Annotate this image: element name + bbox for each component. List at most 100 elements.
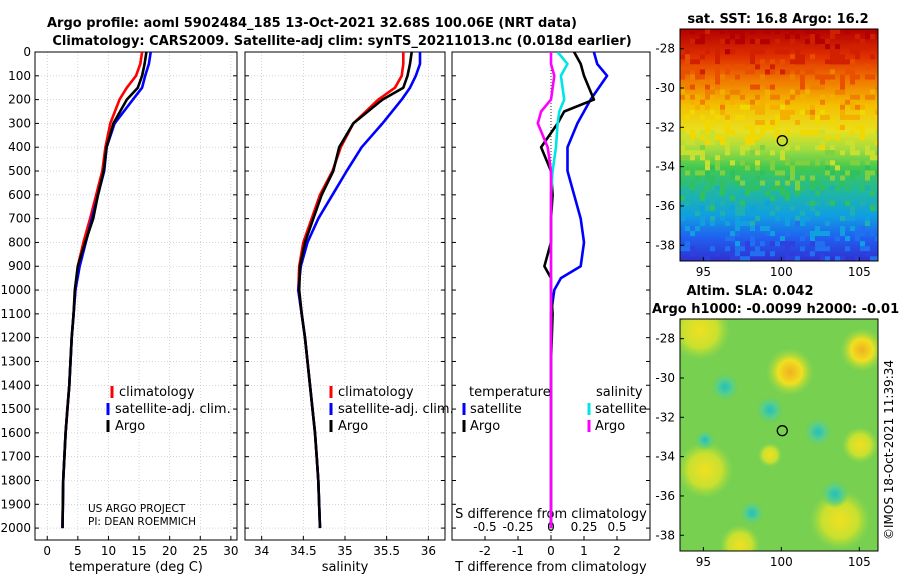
- legend-satellite-label: satellite-adj. clim.: [338, 402, 454, 417]
- x-tick-label: 34: [254, 544, 269, 558]
- y-tick-label: 800: [8, 235, 31, 249]
- legend-temperature-header: temperature: [469, 385, 551, 400]
- x-axis-label: T difference from climatology: [454, 560, 647, 575]
- legend-climatology-label: climatology: [338, 385, 414, 400]
- y-tick-label: 1700: [0, 450, 31, 464]
- sst-map-axes: -28 -30 -32 -34 -36 -38 95 100 105: [655, 42, 870, 279]
- x-tick-label: 5: [74, 544, 82, 558]
- y-tick-label: 1000: [0, 283, 31, 297]
- x-tick-label: -1: [512, 544, 524, 558]
- top-x-tick-label: 0.25: [571, 520, 598, 534]
- y-tick-label: 200: [8, 93, 31, 107]
- sla-argo-position-marker: [776, 425, 788, 437]
- map-lat-tick-label: -30: [655, 81, 675, 95]
- x-tick-label: 2: [613, 544, 621, 558]
- x-tick-label: 10: [101, 544, 116, 558]
- y-tick-label: 900: [8, 259, 31, 273]
- x-tick-label: 0: [547, 544, 555, 558]
- figure-title-line2: Climatology: CARS2009. Satellite-adj cli…: [52, 34, 631, 49]
- x-tick-label: 25: [193, 544, 208, 558]
- x-axis-label: temperature (deg C): [69, 560, 203, 575]
- credit-line2: PI: DEAN ROEMMICH: [88, 516, 196, 528]
- top-x-tick-label: -0.25: [502, 520, 533, 534]
- y-tick-label: 1900: [0, 497, 31, 511]
- timestamp: ©IMOS 18-Oct-2021 11:39:34: [882, 360, 896, 540]
- y-tick-label: 0: [23, 45, 31, 59]
- map-lon-tick-label: 95: [696, 555, 711, 569]
- y-tick-label: 100: [8, 69, 31, 83]
- y-tick-label: 2000: [0, 521, 31, 535]
- map-lat-tick-label: -32: [655, 410, 675, 424]
- sla-map-frame: [679, 318, 879, 552]
- y-tick-label: 300: [8, 116, 31, 130]
- map-lon-tick-label: 95: [696, 265, 711, 279]
- legend-s-satellite-label: satellite: [595, 402, 647, 417]
- series-line-temperature-argo: [539, 52, 596, 529]
- legend-t-argo-label: Argo: [470, 419, 500, 434]
- map-lat-tick-label: -28: [655, 42, 675, 56]
- y-tick-label: 1800: [0, 473, 31, 487]
- y-tick-label: 500: [8, 164, 31, 178]
- sla-map-subtitle: Argo h1000: -0.0099 h2000: -0.01: [652, 302, 899, 317]
- y-tick-label: 1300: [0, 354, 31, 368]
- x-tick-label: 36: [421, 544, 436, 558]
- map-lat-tick-label: -34: [655, 450, 675, 464]
- legend-s-argo-label: Argo: [595, 419, 625, 434]
- sst-argo-position-marker: [776, 135, 788, 147]
- legend-argo-label: Argo: [338, 419, 368, 434]
- map-lat-tick-label: -28: [655, 332, 675, 346]
- sla-map-axes: -28 -30 -32 -34 -36 -38 95 100 105: [655, 332, 870, 569]
- salinity-legend: climatology satellite-adj. clim. Argo: [329, 385, 454, 434]
- map-lat-tick-label: -36: [655, 489, 675, 503]
- y-tick-label: 1100: [0, 307, 31, 321]
- salinity-panel: 34 34.5 35 35.5 36 salinity: [244, 51, 446, 575]
- y-tick-label: 400: [8, 140, 31, 154]
- y-tick-label: 1400: [0, 378, 31, 392]
- difference-legend: temperature salinity satellite Argo sate…: [462, 385, 647, 434]
- x-tick-label: 34.5: [290, 544, 317, 558]
- map-lat-tick-label: -36: [655, 199, 675, 213]
- y-tick-label: 600: [8, 188, 31, 202]
- credit-line1: US ARGO PROJECT: [88, 503, 186, 515]
- x-tick-label: 20: [162, 544, 177, 558]
- x-tick-label: 35.5: [373, 544, 400, 558]
- sst-map-title: sat. SST: 16.8 Argo: 16.2: [687, 12, 868, 27]
- series-line-salinity-argo: [536, 52, 556, 529]
- temperature-legend: climatology satellite-adj. clim. Argo: [106, 385, 231, 434]
- x-tick-label: -2: [479, 544, 491, 558]
- legend-t-satellite-label: satellite: [470, 402, 522, 417]
- map-lat-tick-label: -38: [655, 238, 675, 252]
- x-tick-label: 35: [337, 544, 352, 558]
- x-tick-label: 15: [131, 544, 146, 558]
- y-tick-label: 1200: [0, 331, 31, 345]
- top-x-tick-label: 0.5: [607, 520, 626, 534]
- axes-frame: [34, 51, 238, 541]
- series-line-temperature-satellite: [549, 52, 609, 529]
- legend-satellite-label: satellite-adj. clim.: [115, 402, 231, 417]
- temperature-panel: 0 5 10 15 20 25 30 temperature (deg C) 0 100 200 30…: [0, 45, 238, 575]
- map-lat-tick-label: -38: [655, 528, 675, 542]
- map-lon-tick-label: 100: [770, 265, 793, 279]
- figure-title-line1: Argo profile: aoml 5902484_185 13-Oct-20…: [47, 16, 577, 31]
- difference-panel: -2 -1 0 1 2-0.5 -0.25 0 0.25 0.5S difference fro…: [451, 51, 651, 575]
- x-axis-label: salinity: [322, 560, 369, 575]
- y-tick-label: 700: [8, 212, 31, 226]
- top-x-tick-label: -0.5: [473, 520, 496, 534]
- map-lon-tick-label: 105: [848, 555, 871, 569]
- sst-map-frame: [679, 28, 879, 262]
- map-lat-tick-label: -34: [655, 160, 675, 174]
- map-lon-tick-label: 105: [848, 265, 871, 279]
- x-tick-label: 30: [223, 544, 238, 558]
- series-line-argo: [61, 52, 148, 529]
- x-tick-label: 1: [580, 544, 588, 558]
- y-tick-label: 1600: [0, 426, 31, 440]
- y-tick-label: 1500: [0, 402, 31, 416]
- map-lon-tick-label: 100: [770, 555, 793, 569]
- legend-argo-label: Argo: [115, 419, 145, 434]
- legend-climatology-label: climatology: [119, 385, 195, 400]
- map-lat-tick-label: -32: [655, 120, 675, 134]
- series-line-argo: [297, 52, 413, 529]
- x-tick-label: 0: [43, 544, 51, 558]
- sla-map-title: Altim. SLA: 0.042: [687, 284, 814, 299]
